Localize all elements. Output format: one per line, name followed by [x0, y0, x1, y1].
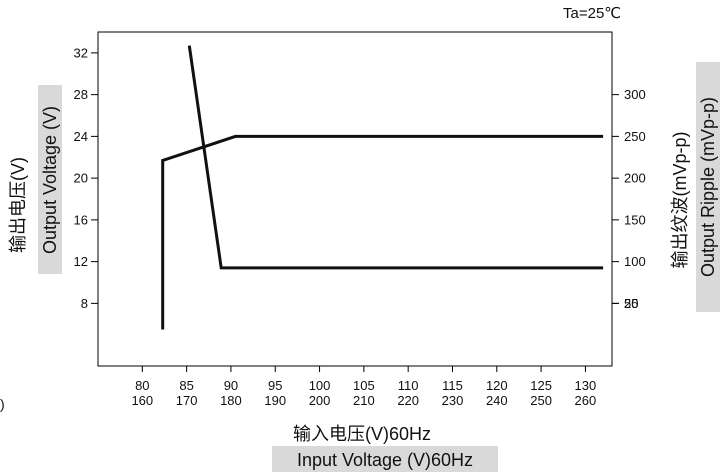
- x-tick-label-bottom: 160: [131, 393, 153, 408]
- right-axis-label-cn: 输出纹波(mVp-p): [670, 131, 690, 268]
- x-tick-label-top: 120: [486, 378, 508, 393]
- x-tick-label-top: 130: [575, 378, 597, 393]
- left-tick-label: 16: [74, 212, 88, 227]
- temperature-annotation: Ta=25℃: [563, 5, 621, 22]
- x-tick-label-bottom: 170: [176, 393, 198, 408]
- left-tick-label: 32: [74, 45, 88, 60]
- x-tick-label-bottom: 220: [397, 393, 419, 408]
- left-tick-label: 24: [74, 129, 88, 144]
- left-axis-label-en: Output Voltage (V): [40, 106, 60, 254]
- x-tick-label-top: 100: [309, 378, 331, 393]
- right-tick-label: 150: [624, 212, 646, 227]
- x-tick-label-top: 90: [224, 378, 238, 393]
- left-tick-label: 12: [74, 254, 88, 269]
- right-tick-label: 25: [624, 296, 638, 311]
- plot-frame: [97, 31, 613, 367]
- left-axis-label-cn: 输出电压(V): [8, 157, 28, 253]
- x-tick-label-top: 95: [268, 378, 282, 393]
- x-tick-label-bottom: 240: [486, 393, 508, 408]
- x-tick-label-top: 110: [398, 378, 419, 393]
- x-tick-label-bottom: 210: [353, 393, 375, 408]
- left-tick-label: 20: [74, 171, 88, 186]
- x-tick-label-top: 80: [135, 378, 149, 393]
- x-tick-label-bottom: 190: [264, 393, 286, 408]
- x-tick-label-top: 125: [530, 378, 552, 393]
- plot-border: [97, 31, 613, 367]
- right-tick-label: 100: [624, 254, 646, 269]
- right-axis-label-en: Output Ripple (mVp-p): [698, 97, 718, 277]
- left-axis-ticks: 8 12 16 20 24 28 32: [74, 45, 98, 311]
- x-axis-label-en-highlight: [272, 446, 498, 472]
- left-tick-label: 28: [74, 87, 88, 102]
- x-tick-label-bottom: 230: [442, 393, 464, 408]
- x-tick-label-top: 115: [442, 378, 463, 393]
- x-tick-label-bottom: 250: [530, 393, 552, 408]
- x-axis-label-en: Input Voltage (V)60Hz: [297, 450, 473, 470]
- x-tick-label-top: 85: [179, 378, 193, 393]
- right-tick-label: 50: [624, 296, 638, 311]
- right-axis-label-en-highlight: [696, 62, 720, 312]
- output-voltage-line: [161, 134, 604, 330]
- left-tick-label: 8: [81, 296, 88, 311]
- x-tick-label-top: 105: [353, 378, 375, 393]
- x-tick-label-bottom: 260: [575, 393, 597, 408]
- x-tick-label-bottom: 180: [220, 393, 242, 408]
- x-axis-label-cn: 输入电压(V)60Hz: [293, 424, 431, 444]
- right-tick-label: 200: [624, 171, 646, 186]
- output-ripple-line: [187, 45, 604, 270]
- right-tick-label: 300: [624, 87, 646, 102]
- series-group: [161, 45, 604, 330]
- x-tick-label-bottom: 200: [309, 393, 331, 408]
- left-axis-label-en-highlight: [38, 85, 62, 274]
- right-tick-label: 250: [624, 129, 646, 144]
- edge-mark: ): [0, 396, 5, 412]
